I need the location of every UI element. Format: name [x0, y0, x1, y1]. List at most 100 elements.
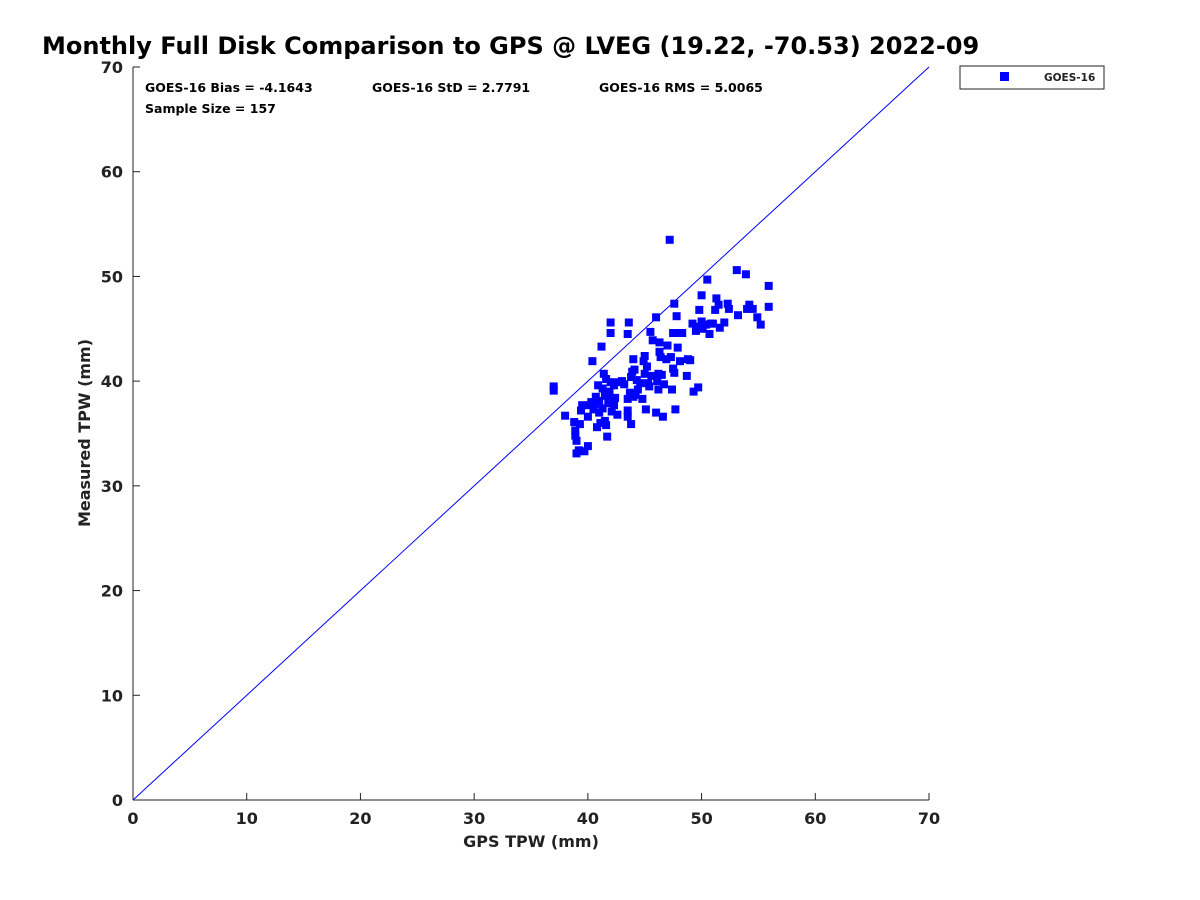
- x-tick-label: 40: [577, 809, 599, 828]
- data-point: [646, 327, 655, 336]
- data-point: [645, 382, 654, 391]
- data-point: [627, 420, 636, 429]
- data-point: [705, 330, 714, 338]
- data-point: [698, 324, 707, 333]
- y-axis-ticks: 0 10 20 30 40 50 60 70: [101, 58, 140, 810]
- data-point: [549, 386, 558, 395]
- data-point: [663, 341, 672, 350]
- data-point: [574, 446, 583, 455]
- data-point: [571, 431, 580, 440]
- data-point: [712, 294, 721, 303]
- legend-entry-goes16: GOES-16: [1044, 72, 1095, 84]
- data-point: [640, 369, 649, 378]
- y-tick-label: 60: [101, 163, 123, 182]
- x-tick-label: 20: [349, 809, 371, 828]
- goes16-points: [549, 235, 773, 458]
- data-point: [697, 317, 706, 326]
- data-point: [583, 412, 592, 421]
- data-point: [600, 391, 609, 400]
- data-point: [714, 300, 723, 309]
- data-point: [652, 408, 661, 417]
- data-point: [591, 392, 600, 401]
- data-point: [575, 420, 584, 429]
- data-point: [657, 370, 666, 379]
- data-point: [638, 394, 647, 403]
- data-point: [613, 410, 622, 419]
- data-point: [697, 291, 706, 300]
- data-point: [655, 338, 664, 347]
- y-tick-label: 70: [101, 58, 123, 77]
- data-point: [596, 419, 605, 427]
- data-point: [676, 357, 684, 366]
- data-point: [602, 375, 611, 383]
- data-point: [660, 380, 668, 389]
- data-point: [658, 412, 667, 421]
- data-point: [597, 342, 606, 351]
- data-point: [572, 436, 581, 445]
- data-point: [748, 304, 757, 313]
- data-point: [734, 311, 742, 320]
- data-point: [620, 380, 629, 389]
- legend: GOES-16: [959, 65, 1105, 90]
- data-point: [641, 405, 650, 414]
- data-point: [688, 319, 697, 328]
- y-tick-label: 50: [101, 267, 123, 286]
- data-point: [694, 383, 703, 392]
- data-point: [589, 405, 598, 414]
- data-point: [630, 365, 639, 374]
- stat-sample-size: Sample Size = 157: [145, 101, 276, 116]
- data-point: [648, 336, 657, 345]
- data-point: [745, 300, 754, 309]
- data-point: [711, 305, 720, 314]
- data-point: [668, 385, 676, 394]
- data-point: [578, 401, 587, 410]
- data-point: [655, 347, 664, 356]
- data-point: [686, 356, 695, 365]
- data-point: [695, 305, 704, 314]
- data-point: [670, 368, 679, 377]
- legend-box: [959, 65, 1105, 90]
- data-point: [639, 357, 648, 366]
- data-point: [662, 355, 671, 364]
- data-point: [654, 385, 663, 394]
- y-tick-label: 10: [101, 686, 123, 705]
- data-point: [623, 412, 632, 421]
- data-point: [647, 371, 656, 380]
- x-tick-label: 30: [463, 809, 485, 828]
- data-point: [670, 299, 679, 308]
- x-tick-label: 50: [690, 809, 712, 828]
- data-point: [666, 353, 675, 362]
- data-point: [764, 302, 773, 311]
- data-point: [715, 323, 724, 332]
- data-point: [723, 299, 732, 308]
- data-point: [570, 418, 579, 426]
- y-tick-label: 40: [101, 372, 123, 391]
- data-point: [631, 390, 640, 399]
- x-tick-label: 10: [236, 809, 258, 828]
- data-point: [653, 377, 662, 386]
- data-point: [549, 382, 558, 391]
- x-axis-label: GPS TPW (mm): [463, 832, 599, 851]
- data-point: [583, 442, 592, 451]
- data-point: [636, 379, 645, 388]
- data-point: [753, 313, 762, 322]
- data-point: [671, 405, 680, 414]
- data-point: [577, 406, 585, 415]
- data-point: [590, 400, 599, 409]
- y-tick-label: 20: [101, 582, 123, 601]
- data-point: [732, 266, 741, 275]
- data-point: [689, 387, 698, 396]
- data-point: [604, 399, 613, 408]
- data-point: [602, 421, 611, 430]
- stat-std: GOES-16 StD = 2.7791: [372, 80, 530, 95]
- data-point: [603, 432, 612, 441]
- x-tick-label: 0: [127, 809, 138, 828]
- data-point: [623, 394, 632, 403]
- data-point: [703, 275, 712, 284]
- data-point: [588, 357, 597, 366]
- legend-marker-goes16: [1000, 72, 1009, 81]
- data-point: [605, 387, 614, 396]
- data-point: [595, 397, 604, 405]
- data-point: [624, 318, 633, 327]
